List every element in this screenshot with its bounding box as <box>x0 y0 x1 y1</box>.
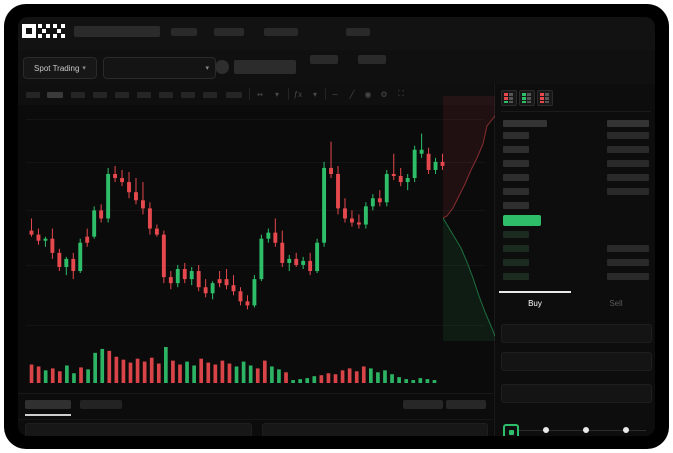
nav-item-4[interactable] <box>346 28 370 36</box>
tab-buy[interactable]: Buy <box>495 291 575 315</box>
nav-item-3[interactable] <box>264 28 298 36</box>
orderbook-col-header <box>607 120 649 127</box>
orderbook-ask-row[interactable] <box>503 174 529 181</box>
orderbook-col-header <box>503 120 547 127</box>
orderbook-bid-row[interactable] <box>607 245 649 252</box>
orders-action-1[interactable] <box>403 400 443 409</box>
depth-chart-overlay <box>443 96 495 341</box>
tab-open-orders[interactable] <box>25 400 71 409</box>
fullscreen-icon[interactable]: ⛶ <box>398 89 404 98</box>
slider-track <box>507 429 646 431</box>
timeframe-button[interactable] <box>115 92 129 98</box>
nav-item-1[interactable] <box>171 28 197 36</box>
toolbar-divider <box>249 88 250 100</box>
chart-toolbar: ▪▪ ▾ ƒx ▾ ∼ ╱ ◉ ⚙ ⛶ <box>18 84 493 106</box>
timeframe-button[interactable] <box>137 92 151 98</box>
tab-active-underline <box>499 291 571 293</box>
price-field[interactable] <box>501 324 652 343</box>
orderbook-view-buy-icon[interactable] <box>519 90 535 106</box>
orderbook-bid-row[interactable] <box>503 259 529 266</box>
orders-panel-left[interactable] <box>25 423 252 436</box>
price-chart[interactable] <box>18 105 493 393</box>
market-type-selector[interactable]: Spot Trading ▾ <box>23 57 97 79</box>
candlestick-series <box>29 133 445 310</box>
slider-stop[interactable] <box>623 426 629 433</box>
app-screen: Spot Trading ▾ ▾ <box>18 17 655 436</box>
orderbook-bid-row[interactable] <box>503 245 529 252</box>
orderbook-bid-row[interactable] <box>503 273 529 280</box>
coin-avatar <box>215 60 229 74</box>
orderbook-ask-row[interactable] <box>607 132 649 139</box>
header-action-1[interactable] <box>310 55 338 64</box>
line-chart-icon[interactable]: ∼ <box>331 89 339 99</box>
orderbook-view-sell-icon[interactable] <box>537 90 553 106</box>
slider-handle[interactable] <box>503 424 519 436</box>
amount-field[interactable] <box>501 352 652 371</box>
timeframe-button[interactable] <box>26 92 40 98</box>
volume-series <box>29 347 437 383</box>
timeframe-button[interactable] <box>181 92 195 98</box>
market-header-bar: Spot Trading ▾ ▾ <box>18 50 655 109</box>
orderbook-ask-row[interactable] <box>607 174 649 181</box>
orderbook-ask-row[interactable] <box>503 146 529 153</box>
toolbar-divider <box>288 88 289 100</box>
timeframe-button-active[interactable] <box>47 92 63 98</box>
trading-pair-selector[interactable]: ▾ <box>103 57 216 79</box>
timeframe-button[interactable] <box>226 92 242 98</box>
device-frame: Spot Trading ▾ ▾ <box>4 4 669 449</box>
orderbook-ask-row[interactable] <box>503 202 529 209</box>
chart-type-icon[interactable]: ▾ <box>274 89 279 99</box>
orderbook-ask-row[interactable] <box>503 132 529 139</box>
percent-slider[interactable] <box>503 424 650 436</box>
timeframe-button[interactable] <box>93 92 107 98</box>
orders-action-2[interactable] <box>446 400 486 409</box>
timeframe-button[interactable] <box>203 92 217 98</box>
tab-sell[interactable]: Sell <box>576 291 655 315</box>
orderbook-last-price <box>503 215 541 226</box>
chevron-down-icon: ▾ <box>82 64 86 72</box>
candlestick-icon[interactable]: ▪▪ <box>257 89 263 99</box>
tab-sell-label: Sell <box>609 298 623 308</box>
timeframe-button[interactable] <box>159 92 173 98</box>
indicators-icon[interactable]: ƒx <box>293 89 303 99</box>
orderbook-ask-row[interactable] <box>607 188 649 195</box>
orderbook-ask-row[interactable] <box>503 188 529 195</box>
settings-icon[interactable]: ⚙ <box>380 89 388 99</box>
orderbook-bid-row[interactable] <box>607 273 649 280</box>
timeframe-button[interactable] <box>71 92 85 98</box>
tab-order-history[interactable] <box>80 400 122 409</box>
orderbook-ask-row[interactable] <box>607 146 649 153</box>
pair-name-label <box>234 60 296 74</box>
orderbook-view-both-icon[interactable] <box>501 90 517 106</box>
tab-buy-label: Buy <box>528 298 542 308</box>
orderbook-bid-row[interactable] <box>503 231 529 238</box>
drawing-tools-icon[interactable]: ╱ <box>349 89 355 99</box>
slider-stop[interactable] <box>543 426 549 433</box>
top-navigation-bar <box>18 17 655 50</box>
orderbook-bid-row[interactable] <box>607 259 649 266</box>
nav-item-2[interactable] <box>214 28 244 36</box>
tab-active-underline <box>25 414 71 416</box>
trade-tabs: Buy Sell <box>495 291 655 315</box>
order-book-panel: Buy Sell <box>443 84 655 436</box>
orders-divider <box>18 419 493 420</box>
toolbar-divider <box>325 88 326 100</box>
header-action-2[interactable] <box>358 55 386 64</box>
eraser-icon[interactable]: ◉ <box>364 89 372 99</box>
orderbook-ask-row[interactable] <box>607 160 649 167</box>
orderbook-divider <box>501 111 651 112</box>
market-type-label: Spot Trading <box>34 63 80 73</box>
okx-logo[interactable] <box>22 24 65 38</box>
chevron-down-icon: ▾ <box>205 64 209 72</box>
total-field[interactable] <box>501 384 652 403</box>
orderbook-ask-row[interactable] <box>503 160 529 167</box>
orders-section <box>18 393 493 436</box>
search-input[interactable] <box>74 26 160 37</box>
compare-icon[interactable]: ▾ <box>312 89 317 99</box>
slider-stop[interactable] <box>583 426 589 433</box>
orders-panel-right[interactable] <box>262 423 488 436</box>
